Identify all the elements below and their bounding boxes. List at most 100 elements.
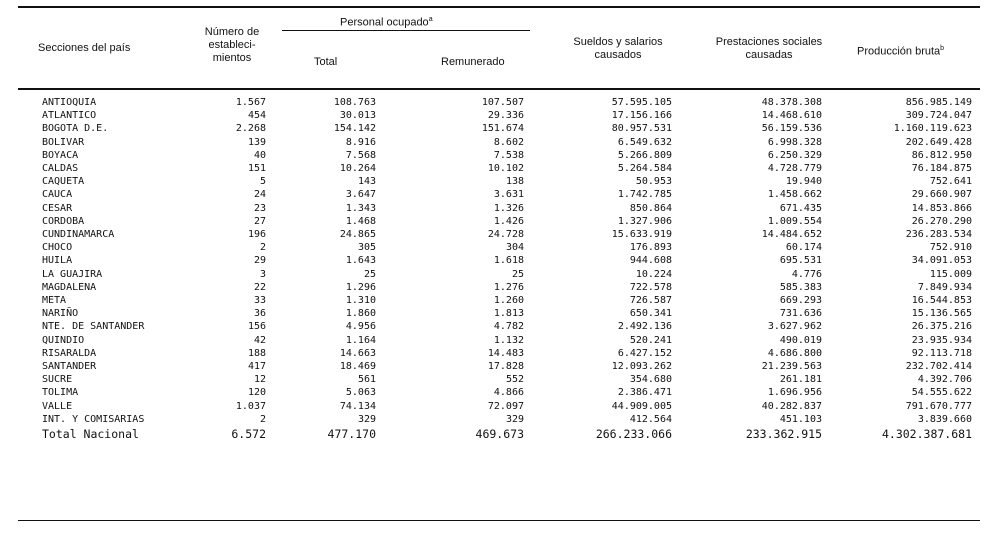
row-seccion: SANTANDER bbox=[42, 361, 97, 373]
row-remunerado: 151.674 bbox=[481, 123, 524, 135]
row-establecimientos: 2 bbox=[259, 413, 266, 425]
row-seccion: CAQUETA bbox=[42, 176, 85, 188]
row-sueldos: 850.864 bbox=[629, 202, 672, 214]
row-establecimientos: 1.037 bbox=[235, 400, 266, 412]
row-sueldos: 5.264.584 bbox=[617, 163, 672, 175]
row-seccion: BOLIVAR bbox=[42, 136, 85, 148]
bottom-rule bbox=[18, 520, 980, 521]
row-remunerado: 107.507 bbox=[481, 97, 524, 108]
table-row: BOLIVAR 139 8.916 8.602 6.549.632 6.998.328 20… bbox=[18, 136, 980, 149]
row-prestaciones: 1.458.662 bbox=[767, 189, 822, 201]
row-prestaciones: 451.103 bbox=[779, 413, 822, 425]
row-prestaciones: 4.686.800 bbox=[767, 347, 822, 359]
row-remunerado: 29.336 bbox=[487, 110, 524, 122]
row-prestaciones: 669.293 bbox=[779, 295, 822, 307]
row-produccion: 34.091.053 bbox=[911, 255, 972, 267]
row-remunerado: 1.813 bbox=[493, 308, 524, 320]
table-row: CALDAS 151 10.264 10.102 5.264.584 4.728.779 7… bbox=[18, 162, 980, 175]
row-establecimientos: 33 bbox=[253, 295, 266, 307]
row-seccion: BOYACA bbox=[42, 149, 79, 161]
table-row: ATLANTICO 454 30.013 29.336 17.156.166 14.468… bbox=[18, 109, 980, 122]
row-produccion: 14.853.866 bbox=[911, 202, 972, 214]
header-produccion-label: Producción bruta bbox=[857, 45, 941, 58]
row-seccion: CESAR bbox=[42, 202, 73, 214]
row-establecimientos: 12 bbox=[253, 374, 266, 386]
header-prestaciones: Prestaciones sociales causadas bbox=[696, 36, 842, 62]
row-seccion: CORDOBA bbox=[42, 215, 85, 227]
row-prestaciones: 695.531 bbox=[779, 255, 822, 267]
row-produccion: 29.660.907 bbox=[911, 189, 972, 201]
table-row: RISARALDA 188 14.663 14.483 6.427.152 4.686.8… bbox=[18, 347, 980, 360]
row-sueldos: 1.742.785 bbox=[617, 189, 672, 201]
row-remunerado: 7.538 bbox=[493, 149, 524, 161]
row-personal-total: 74.134 bbox=[339, 400, 376, 412]
row-sueldos: 412.564 bbox=[629, 413, 672, 425]
table-row: MAGDALENA 22 1.296 1.276 722.578 585.383 7.849… bbox=[18, 281, 980, 294]
row-establecimientos: 40 bbox=[253, 149, 266, 161]
row-sueldos: 50.953 bbox=[635, 176, 672, 188]
row-remunerado: 138 bbox=[505, 176, 524, 188]
row-personal-total: 154.142 bbox=[333, 123, 376, 135]
row-establecimientos: 29 bbox=[253, 255, 266, 267]
table-row: CAQUETA 5 143 138 50.953 19.940 752.641 bbox=[18, 175, 980, 188]
row-establecimientos: 2 bbox=[259, 242, 266, 254]
row-sueldos: 10.224 bbox=[635, 268, 672, 280]
row-sueldos: 80.957.531 bbox=[611, 123, 672, 135]
row-sueldos: 722.578 bbox=[629, 281, 672, 293]
row-remunerado: 1.426 bbox=[493, 215, 524, 227]
row-sueldos: 1.327.906 bbox=[617, 215, 672, 227]
table-row: CHOCO 2 305 304 176.893 60.174 752.910 bbox=[18, 241, 980, 254]
row-produccion: 232.702.414 bbox=[905, 361, 972, 373]
row-produccion: 76.184.875 bbox=[911, 163, 972, 175]
table-row: CUNDINAMARCA 196 24.865 24.728 15.633.919 14.… bbox=[18, 228, 980, 241]
row-personal-total: 561 bbox=[357, 374, 376, 386]
row-prestaciones: 19.940 bbox=[785, 176, 822, 188]
total-prestaciones: 233.362.915 bbox=[745, 427, 822, 442]
row-sueldos: 12.093.262 bbox=[611, 361, 672, 373]
row-personal-total: 5.063 bbox=[345, 387, 376, 399]
row-sueldos: 176.893 bbox=[629, 242, 672, 254]
row-establecimientos: 3 bbox=[259, 268, 266, 280]
data-table: ANTIOQUIA 1.567 108.763 107.507 57.595.105 48… bbox=[18, 96, 980, 442]
row-sueldos: 17.156.166 bbox=[611, 110, 672, 122]
row-remunerado: 25 bbox=[511, 268, 524, 280]
row-produccion: 115.009 bbox=[929, 268, 972, 280]
header-establecimientos-line3: mientos bbox=[212, 52, 252, 64]
row-remunerado: 3.631 bbox=[493, 189, 524, 201]
row-prestaciones: 21.239.563 bbox=[761, 361, 822, 373]
header-remunerado: Remunerado bbox=[441, 56, 505, 68]
row-personal-total: 1.343 bbox=[345, 202, 376, 214]
row-seccion: CUNDINAMARCA bbox=[42, 229, 115, 241]
row-sueldos: 44.909.005 bbox=[611, 400, 672, 412]
row-personal-total: 25 bbox=[363, 268, 376, 280]
row-produccion: 4.392.706 bbox=[917, 374, 972, 386]
row-prestaciones: 1.696.956 bbox=[767, 387, 822, 399]
header-prestaciones-line1: Prestaciones sociales bbox=[715, 36, 823, 48]
row-remunerado: 8.602 bbox=[493, 136, 524, 148]
row-personal-total: 24.865 bbox=[339, 229, 376, 241]
row-personal-total: 1.643 bbox=[345, 255, 376, 267]
header-establecimientos: Número de estableci- mientos bbox=[194, 26, 270, 65]
row-produccion: 309.724.047 bbox=[905, 110, 972, 122]
row-personal-total: 8.916 bbox=[345, 136, 376, 148]
row-personal-total: 30.013 bbox=[339, 110, 376, 122]
row-prestaciones: 671.435 bbox=[779, 202, 822, 214]
row-sueldos: 944.608 bbox=[629, 255, 672, 267]
row-produccion: 26.270.290 bbox=[911, 215, 972, 227]
row-sueldos: 15.633.919 bbox=[611, 229, 672, 241]
row-establecimientos: 22 bbox=[253, 281, 266, 293]
total-produccion: 4.302.387.681 bbox=[881, 427, 972, 442]
row-prestaciones: 14.484.652 bbox=[761, 229, 822, 241]
row-prestaciones: 585.383 bbox=[779, 281, 822, 293]
row-sueldos: 5.266.809 bbox=[617, 149, 672, 161]
header-produccion: Producción brutab bbox=[857, 42, 944, 59]
row-establecimientos: 42 bbox=[253, 334, 266, 346]
row-prestaciones: 731.636 bbox=[779, 308, 822, 320]
row-remunerado: 24.728 bbox=[487, 229, 524, 241]
row-seccion: CAUCA bbox=[42, 189, 73, 201]
row-remunerado: 1.276 bbox=[493, 281, 524, 293]
top-rule bbox=[18, 6, 980, 8]
row-personal-total: 305 bbox=[357, 242, 376, 254]
row-remunerado: 1.326 bbox=[493, 202, 524, 214]
